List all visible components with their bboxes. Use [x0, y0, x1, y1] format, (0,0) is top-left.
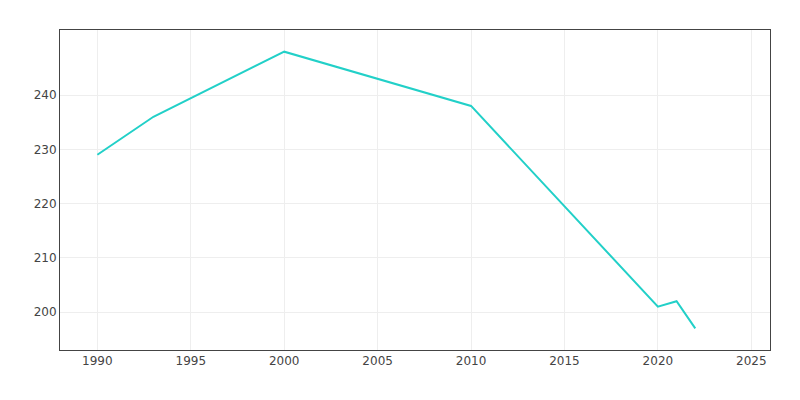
- svg-text:2000: 2000: [269, 354, 300, 368]
- svg-text:200: 200: [34, 305, 57, 319]
- svg-text:1990: 1990: [82, 354, 113, 368]
- svg-text:2010: 2010: [456, 354, 487, 368]
- svg-text:2015: 2015: [549, 354, 580, 368]
- svg-text:220: 220: [34, 197, 57, 211]
- svg-text:2020: 2020: [643, 354, 674, 368]
- svg-text:2025: 2025: [736, 354, 767, 368]
- svg-text:1995: 1995: [176, 354, 207, 368]
- svg-text:2005: 2005: [362, 354, 393, 368]
- svg-text:210: 210: [34, 251, 57, 265]
- svg-text:230: 230: [34, 143, 57, 157]
- svg-text:240: 240: [34, 88, 57, 102]
